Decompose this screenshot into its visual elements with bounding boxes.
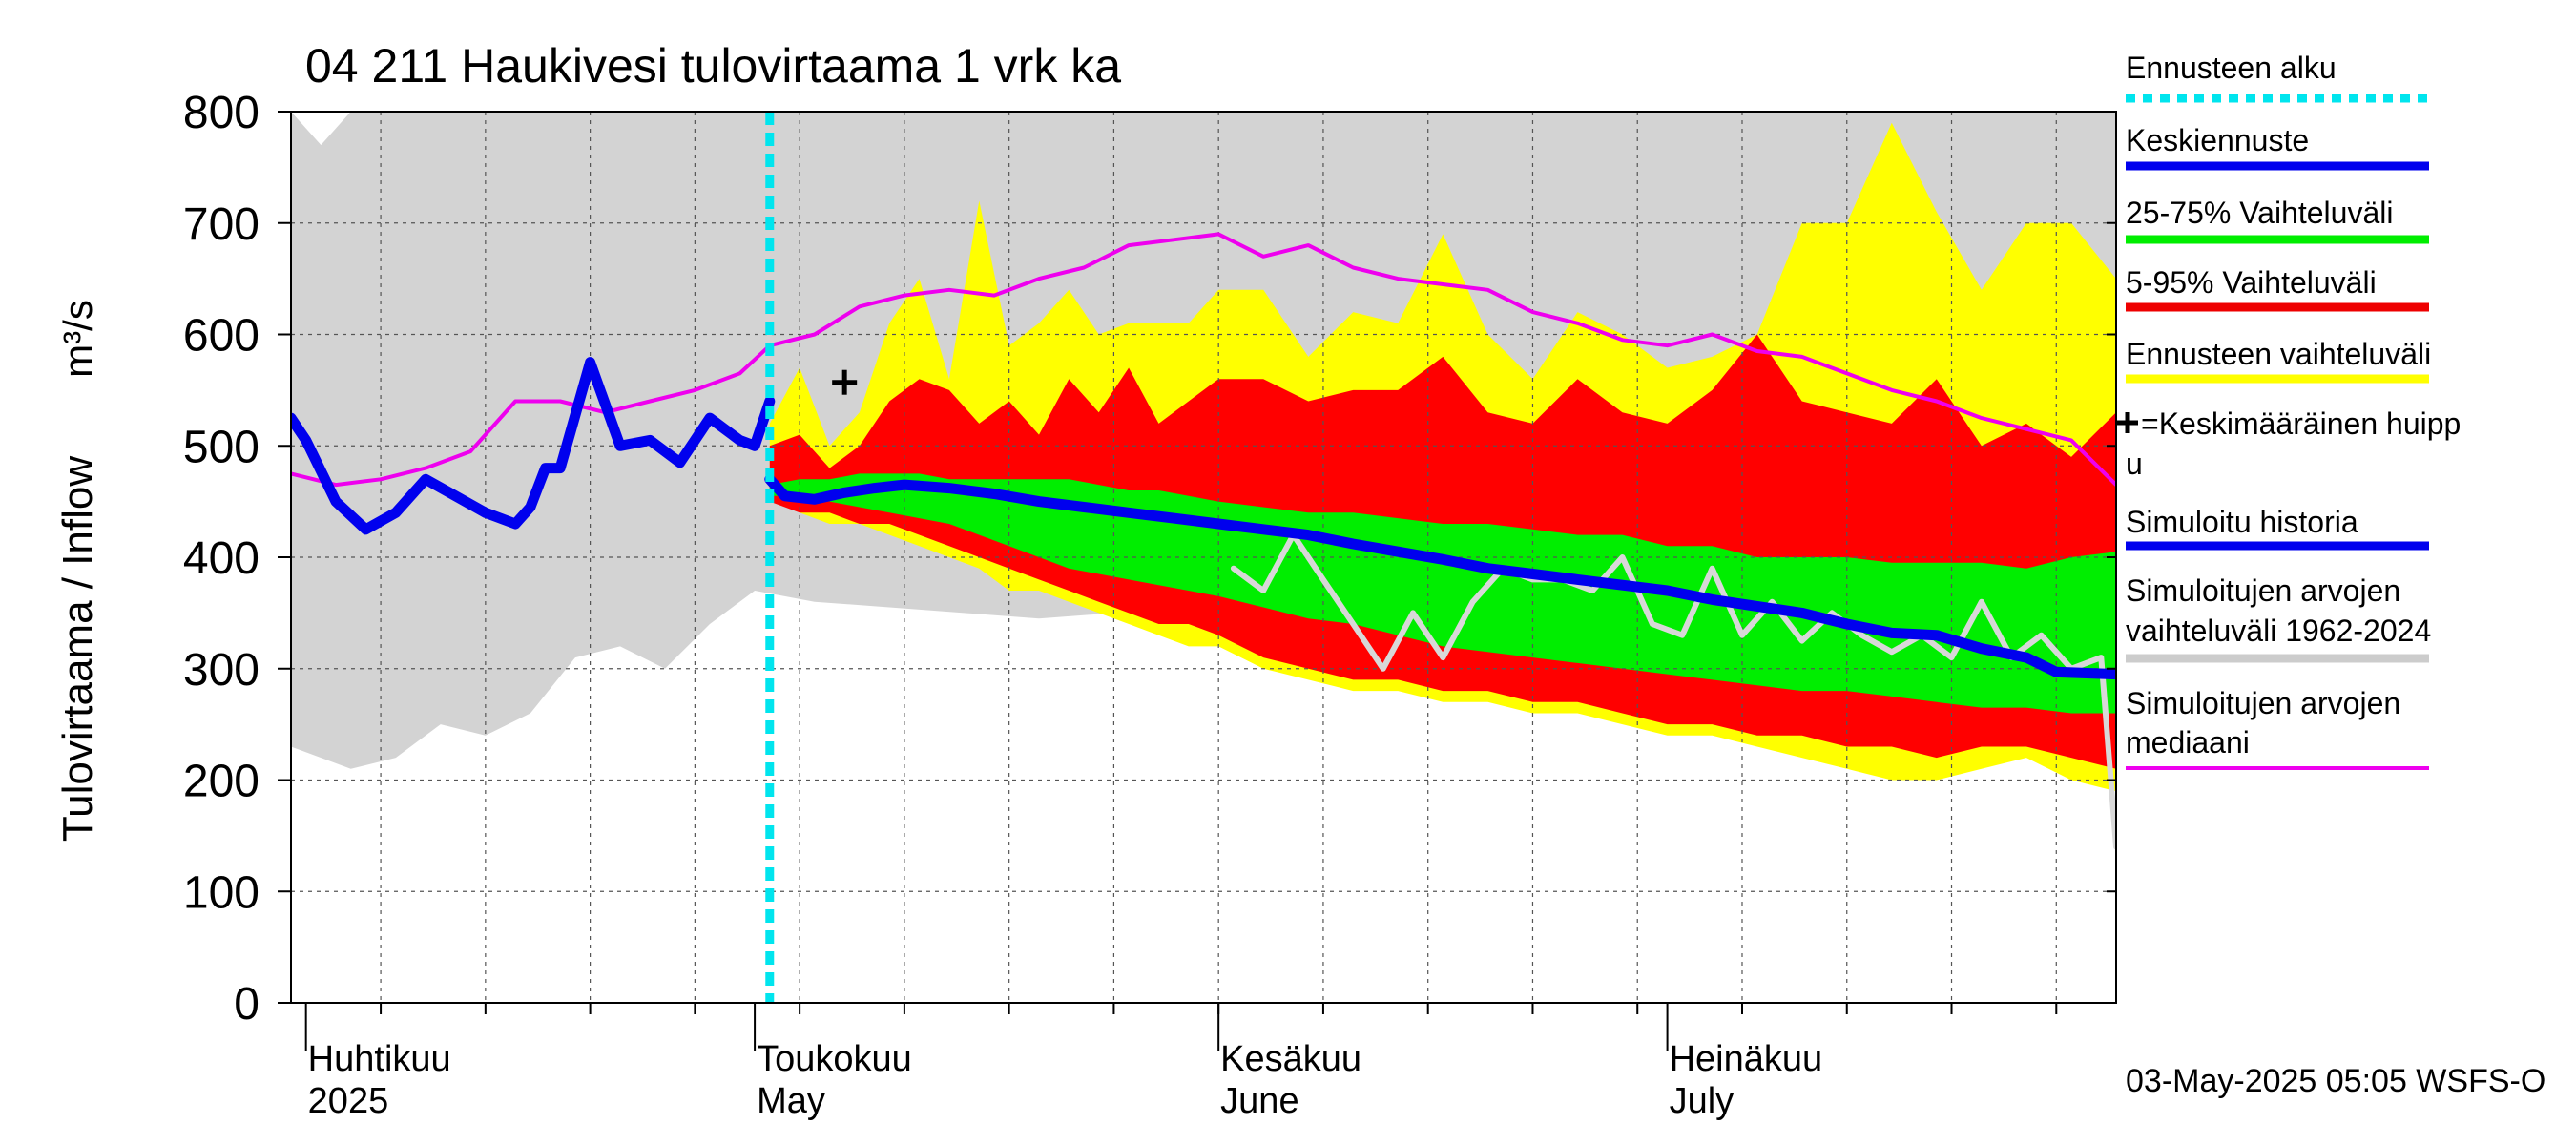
timestamp: 03-May-2025 05:05 WSFS-O [2126,1063,2545,1099]
legend-item-1: Keskiennuste [2126,123,2429,171]
legend-label: Simuloitu historia [2126,505,2358,539]
y-tick-label: 500 [183,422,260,472]
legend-label-2: vaihteluväli 1962-2024 [2126,614,2431,648]
month-label-fi: Heinäkuu [1670,1039,1823,1079]
month-label-en: May [757,1081,825,1121]
series-gray [1230,531,2116,850]
y-tick-label: 600 [183,311,260,362]
y-tick-label: 300 [183,645,260,696]
month-label-fi: Huhtikuu [308,1039,451,1079]
legend-label-2: u [2126,447,2143,481]
legend-label: Ennusteen vaihteluväli [2126,337,2431,371]
legend-item-4: Ennusteen vaihteluväli [2126,337,2431,384]
y-tick-label: 0 [234,979,260,1030]
legend-label: =Keskimääräinen huipp [2141,406,2461,441]
month-label-en: 2025 [308,1081,389,1121]
month-label-fi: Toukokuu [757,1039,912,1079]
legend-label: 25-75% Vaihteluväli [2126,196,2393,230]
series-simuloitu-historia [291,357,776,535]
month-label-en: June [1220,1081,1298,1121]
series-keskiennuste [764,473,2116,680]
legend-label: Keskiennuste [2126,123,2309,157]
y-axis-label: Tulovirtaama / Inflow [54,456,101,843]
legend-label-2: mediaani [2126,725,2250,760]
grid-lines [291,112,2116,1003]
legend-label: Ennusteen alku [2126,51,2337,85]
band-3 [769,473,2116,714]
y-tick-label: 700 [183,199,260,250]
legend-item-5: =Keskimääräinen huipp u [2117,406,2461,481]
legend-item-2: 25-75% Vaihteluväli [2126,196,2429,244]
mean-peak-marker [832,369,858,395]
legend-item-6: Simuloitu historia [2126,505,2429,551]
chart-bands [291,112,2116,792]
y-axis-unit: m³/s [55,300,100,378]
y-tick-label: 400 [183,533,260,584]
legend-item-8: Simuloitujen arvojen mediaani [2126,686,2429,770]
legend-label: 5-95% Vaihteluväli [2126,265,2377,300]
y-tick-label: 100 [183,867,260,918]
legend-item-7: Simuloitujen arvojen vaihteluväli 1962-20… [2126,573,2431,663]
chart-lines [291,112,2116,1003]
chart-title: 04 211 Haukivesi tulovirtaama 1 vrk ka [305,39,1121,93]
month-label-en: July [1670,1081,1735,1121]
legend-item-3: 5-95% Vaihteluväli [2126,265,2429,312]
legend-item-0: Ennusteen alku [2126,51,2429,103]
series-simuloitujen-arvojen-mediaani [291,232,2116,488]
legend-label: Simuloitujen arvojen [2126,686,2400,720]
y-tick-label: 800 [183,88,260,138]
y-tick-label: 200 [183,757,260,807]
chart-marks [832,369,858,395]
legend-label: Simuloitujen arvojen [2126,573,2400,608]
month-label-fi: Kesäkuu [1220,1039,1361,1079]
legend: Ennusteen alku Keskiennuste 25-75% Vaihtel… [2117,51,2461,770]
